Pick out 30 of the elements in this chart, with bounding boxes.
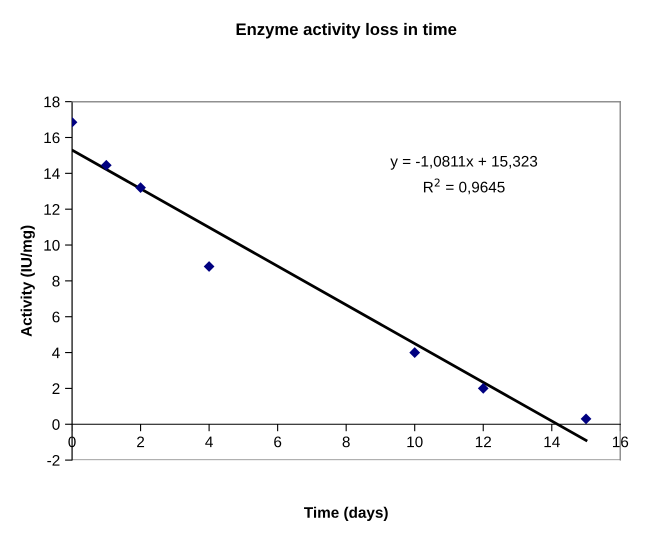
chart-title: Enzyme activity loss in time	[236, 22, 456, 38]
y-tick-label: 10	[44, 240, 60, 251]
y-tick-label: 2	[52, 383, 60, 394]
annotation: y = -1,0811x + 15,323	[390, 156, 538, 170]
point	[100, 160, 112, 171]
point	[135, 182, 146, 194]
y-tick-label: -2	[47, 454, 60, 466]
annotation: R$^{2}$ = 0,9645	[424, 178, 505, 194]
x-tick-label: 6	[274, 436, 282, 448]
x-tick-label: 16	[612, 436, 628, 448]
x-tick-label: 4	[205, 436, 213, 448]
y-tick-label: 0	[52, 419, 60, 430]
y-tick-label: 16	[44, 132, 60, 144]
x-tick-label: 10	[407, 436, 423, 448]
y-tick-label: 18	[44, 96, 60, 108]
point	[204, 261, 214, 272]
x-tick-label: 14	[544, 436, 560, 448]
point	[580, 414, 592, 424]
x-tick-label: 2	[137, 436, 144, 448]
y-axis-title: Activity (IU/mg)	[20, 226, 35, 337]
y-tick-label: 8	[52, 276, 60, 287]
point	[409, 347, 420, 358]
x-tick-label: 12	[476, 436, 491, 448]
y-tick-label: 4	[52, 348, 60, 358]
point	[478, 383, 489, 394]
y-tick-label: 14	[44, 168, 60, 179]
y-tick-label: 6	[52, 312, 60, 322]
x-axis-title: Time (days)	[304, 506, 388, 521]
x-tick-label: 8	[342, 436, 350, 448]
y-tick-label: 12	[44, 204, 60, 215]
